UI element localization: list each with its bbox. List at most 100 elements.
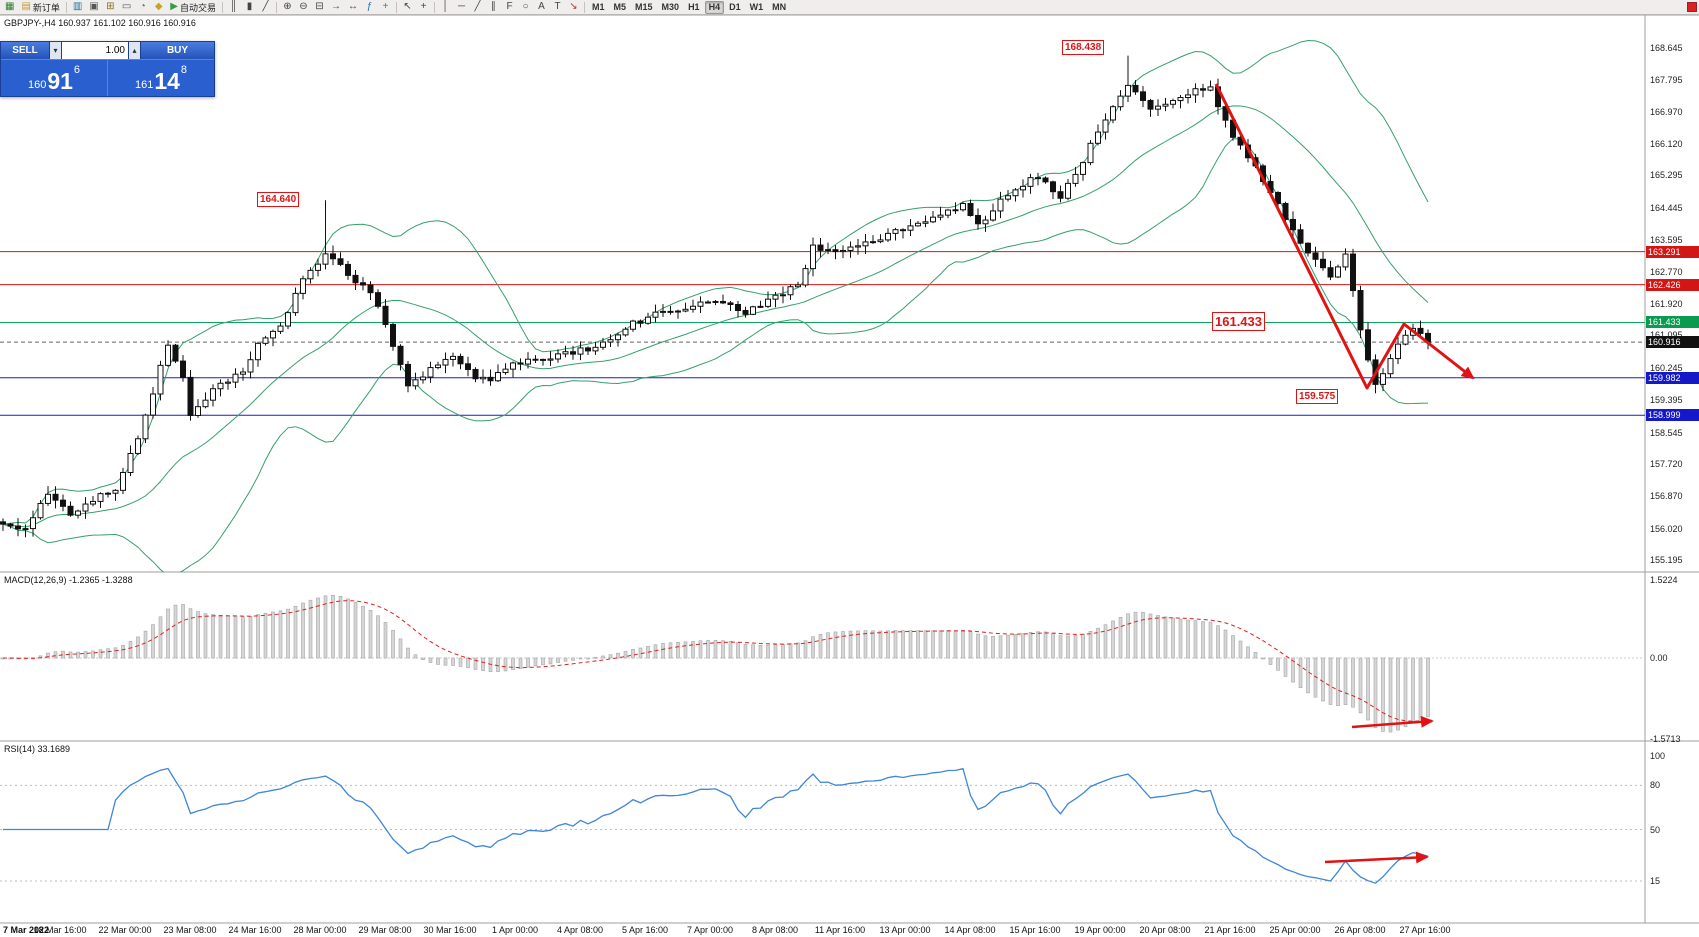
symbol-info: GBPJPY-,H4 160.937 161.102 160.916 160.9… [4,18,196,28]
price-callout[interactable]: 168.438 [1062,40,1105,55]
equidistant-channel-button[interactable]: ∥ [486,1,501,14]
tile-windows-button[interactable]: ⊟ [312,1,327,14]
time-axis-label: 27 Apr 16:00 [1399,925,1451,935]
cursor-button[interactable]: ↖ [400,1,415,14]
price-axis-label: 168.645 [1650,42,1683,53]
buy-button[interactable]: BUY [141,42,214,59]
timeframe-m15-button[interactable]: M15 [635,2,653,12]
vertical-line-button[interactable]: │ [438,1,453,14]
toolbar-separator [65,1,67,13]
sell-price-main: 91 [47,68,73,94]
line-chart-icon: ╱ [262,1,269,12]
timeframe-h4-button[interactable]: H4 [704,0,725,14]
time-axis-label: 18 Mar 16:00 [33,925,87,935]
volume-input[interactable] [62,42,128,59]
macd-indicator-label: MACD(12,26,9) -1.2365 -1.3288 [4,575,133,585]
price-level-badge: 158.999 [1646,409,1699,422]
price-axis-label: 161.095 [1650,330,1683,341]
zoom-out-icon: ⊖ [299,1,308,12]
shapes-button[interactable]: ○ [518,1,533,14]
timeframe-h1-button[interactable]: H1 [688,2,700,12]
buy-price[interactable]: 161 14 8 [107,60,214,96]
new-order-button[interactable]: ▤ 新订单 [18,1,62,14]
market-watch-button[interactable]: ▥ [70,1,85,14]
time-axis-label: 1 Apr 00:00 [491,925,539,935]
time-axis-label: 28 Mar 00:00 [293,925,347,935]
price-callout[interactable]: 159.575 [1296,389,1339,404]
autotrading-button[interactable]: ▶ 自动交易 [167,1,219,14]
candlestick-chart-button[interactable]: ▮ [242,1,257,14]
strategy-tester-button[interactable]: ◔ [135,1,150,14]
arrows-button[interactable]: ↘ [566,1,581,14]
cursor-icon: ↖ [403,1,412,12]
price-level-badge: 162.426 [1646,278,1699,291]
line-chart-button[interactable]: ╱ [258,1,273,14]
arrows-icon: ↘ [569,1,578,12]
metaeditor-button[interactable]: ◆ [151,1,166,14]
zoom-out-button[interactable]: ⊖ [296,1,311,14]
crosshair-icon: + [420,1,427,12]
price-axis-label: 155.195 [1650,555,1683,566]
sell-button[interactable]: SELL [1,42,49,59]
toolbar: ▦ ▤ 新订单 ▥ ▣ ⊞ ▭ ◔ ◆ ▶ 自动交易 ║ ▮ ╱ ⊕ ⊖ ⊟ → ↔ ƒ + ↖ + │ ─ ╱ ∥ F ○ A T ↘ M1 M… [0,0,1699,15]
volume-decrease-button[interactable]: ▾ [49,42,62,59]
time-axis-label: 14 Apr 08:00 [944,925,996,935]
strategy-tester-icon: ◔ [139,1,146,12]
timeframe-m5-button[interactable]: M5 [613,2,627,12]
bar-chart-icon: ║ [229,1,238,12]
sell-price[interactable]: 160 91 6 [1,60,107,96]
price-axis-label: 165.295 [1650,170,1683,181]
text-button[interactable]: A [534,1,549,14]
chart-shift-icon: ↔ [348,1,358,12]
bar-chart-button[interactable]: ║ [226,1,241,14]
fibonacci-button[interactable]: F [502,1,517,14]
price-callout[interactable]: 161.433 [1212,312,1265,331]
timeframe-m1-button[interactable]: M1 [592,2,605,12]
horizontal-line-button[interactable]: ─ [454,1,469,14]
timeframe-m30-button[interactable]: M30 [661,2,680,12]
timeframe-w1-button[interactable]: W1 [749,2,764,12]
price-level-badge: 160.916 [1646,336,1699,349]
time-axis-label: 11 Apr 16:00 [814,925,866,935]
terminal-button[interactable]: ▭ [119,1,134,14]
add-indicator-button[interactable]: + [378,1,393,14]
trendline-button[interactable]: ╱ [470,1,485,14]
volume-increase-button[interactable]: ▴ [128,42,141,59]
zoom-in-button[interactable]: ⊕ [280,1,295,14]
indicators-button[interactable]: ƒ [362,1,377,14]
new-order-icon: ▤ [21,1,31,12]
time-axis-label: 13 Apr 00:00 [879,925,931,935]
autotrading-label: 自动交易 [179,2,216,13]
price-axis-label: 157.720 [1650,458,1683,469]
chart-shift-button[interactable]: ↔ [345,1,361,14]
auto-scroll-button[interactable]: → [328,1,344,14]
trendline-icon: ╱ [474,1,481,12]
timeframe-mn-button[interactable]: MN [772,2,787,12]
price-axis-label: 163.595 [1650,235,1683,246]
toolbar-separator [396,1,397,13]
fibonacci-icon: F [506,1,513,12]
text-label-button[interactable]: T [550,1,565,14]
timeframe-d1-button[interactable]: D1 [729,2,741,12]
time-axis-label: 29 Mar 08:00 [358,925,412,935]
close-icon[interactable] [1687,2,1697,12]
rsi-axis-label: 15 [1650,875,1661,886]
triangle-down-icon: ▾ [53,46,58,55]
price-axis-label: 156.020 [1650,523,1683,534]
data-window-button[interactable]: ▣ [86,1,101,14]
toolbar-separator [434,1,435,13]
price-callout[interactable]: 164.640 [257,192,300,207]
toolbar-separator [276,1,277,13]
price-axis-label: 164.445 [1650,202,1683,213]
rsi-indicator-label: RSI(14) 33.1689 [4,744,71,754]
market-watch-icon: ▥ [72,1,83,12]
auto-scroll-icon: → [331,1,341,12]
crosshair-button[interactable]: + [416,1,431,14]
price-axis-label: 158.545 [1650,427,1683,438]
price-axis-label: 166.970 [1650,106,1683,117]
text-icon: A [538,1,545,12]
navigator-button[interactable]: ⊞ [103,1,118,14]
new-chart-button[interactable]: ▦ [2,1,17,14]
rsi-axis-label: 80 [1650,780,1661,791]
